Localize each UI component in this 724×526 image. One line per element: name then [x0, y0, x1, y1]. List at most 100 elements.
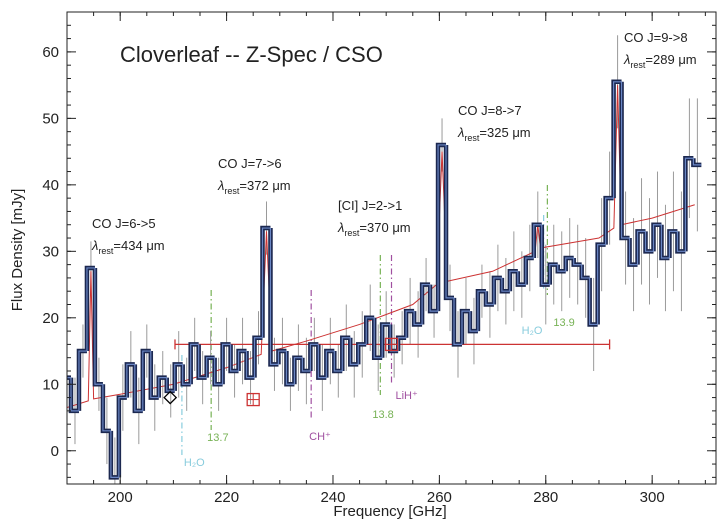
chart-title: Cloverleaf -- Z-Spec / CSO: [120, 42, 383, 67]
spectrum-step: [222, 343, 231, 385]
spectrum-step: [190, 343, 199, 385]
spectrum-step: [126, 363, 135, 398]
line-wavelength: λrest=289 μm: [623, 52, 697, 70]
spectrum-step: [469, 311, 478, 332]
line-wavelength: λrest=325 μm: [457, 125, 531, 143]
spectrum-step: [269, 228, 279, 365]
spectrum-step: [692, 158, 702, 166]
spectrum-step: [533, 224, 542, 258]
spectrum-step: [501, 277, 510, 292]
spectrum-step: [509, 270, 518, 292]
spectrum-step: [166, 377, 175, 392]
plot-area: [67, 35, 702, 484]
spectrum-step: [357, 343, 367, 365]
spectrum-step: [229, 344, 239, 372]
x-tick-label: 200: [108, 489, 133, 506]
lambda-subscript: rest: [224, 186, 240, 196]
spectrum-step: [182, 364, 191, 385]
y-tick-label: 0: [51, 443, 59, 460]
spectrum-step: [198, 344, 207, 379]
spectrum-step: [293, 357, 303, 385]
x-tick-label: 260: [427, 489, 452, 506]
x-tick-label: 220: [214, 489, 239, 506]
spectrum-step: [253, 337, 263, 378]
line-wavelength: λrest=434 μm: [91, 238, 165, 256]
line-label: CO J=6->5: [92, 216, 156, 231]
spectrum-step: [445, 144, 455, 299]
spectrum-step: [557, 264, 566, 272]
line-label: CO J=7->6: [218, 156, 282, 171]
spectrum-step: [589, 277, 598, 326]
x-axis-label: Frequency [GHz]: [333, 503, 446, 520]
lambda-value: =434 μm: [113, 238, 164, 253]
spectrum-step: [612, 81, 622, 199]
marker-label: 13.9: [553, 317, 574, 329]
spectrum-step: [237, 350, 247, 371]
spectrum-step: [341, 337, 351, 371]
lambda-subscript: rest: [464, 133, 480, 143]
spectrum-step: [453, 297, 462, 345]
spectrum-step: [525, 257, 534, 285]
spectrum-step: [349, 337, 359, 365]
point-diamond: [163, 390, 178, 405]
spectrum-step: [118, 396, 127, 478]
y-tick-label: 60: [42, 44, 59, 61]
marker-label: 13.8: [372, 409, 393, 421]
lambda-symbol: λ: [91, 238, 98, 253]
spectrum-step: [660, 224, 670, 259]
spectrum-step: [134, 364, 143, 412]
spectrum-step: [485, 291, 494, 306]
spectrum-step: [102, 384, 111, 432]
spectrum-step: [421, 283, 431, 325]
lambda-subscript: rest: [630, 60, 646, 70]
spectrum-step: [317, 344, 327, 379]
spectrum-step: [86, 267, 95, 352]
spectrum-step: [110, 430, 119, 478]
spectrum-step: [277, 350, 287, 365]
spectrum-step: [620, 81, 630, 239]
spectrum-step: [668, 230, 678, 258]
line-label: [CI] J=2->1: [338, 198, 402, 213]
spectrum-step: [365, 317, 375, 345]
marker-label: 13.7: [207, 432, 228, 444]
spectrum-step: [541, 224, 550, 286]
line-label: CO J=9->8: [624, 30, 688, 45]
spectrum-step: [676, 231, 686, 252]
spectrum-step: [174, 363, 183, 391]
lambda-subscript: rest: [98, 246, 114, 256]
spectrum-step: [78, 350, 87, 411]
lambda-subscript: rest: [344, 228, 360, 238]
spectrum-step: [158, 377, 167, 398]
spectrum-step: [684, 157, 694, 252]
spectrum-step: [206, 357, 215, 378]
plot-frame: [66, 11, 717, 485]
spectrum-step: [309, 343, 319, 371]
marker-label: LiH⁺: [396, 390, 419, 402]
line-wavelength: λrest=370 μm: [337, 220, 411, 238]
lambda-value: =289 μm: [645, 52, 696, 67]
spectrum-step: [652, 224, 662, 252]
marker-label: CH⁺: [309, 431, 331, 443]
spectrum-step: [437, 144, 447, 312]
lambda-symbol: λ: [337, 220, 344, 235]
spectrum-step: [461, 310, 470, 345]
x-tick-label: 300: [640, 489, 665, 506]
line-label: CO J=8->7: [458, 103, 522, 118]
x-tick-label: 240: [320, 489, 345, 506]
lambda-symbol: λ: [217, 178, 224, 193]
spectrum-step: [413, 311, 423, 326]
spectrum-step: [493, 277, 502, 305]
lambda-value: =325 μm: [479, 125, 530, 140]
spectrum-step: [605, 197, 614, 245]
marker-label: H₂O: [184, 457, 205, 469]
spectrum-step: [405, 310, 415, 338]
y-tick-label: 20: [42, 310, 59, 327]
y-tick-label: 30: [42, 243, 59, 260]
spectrum-step: [301, 357, 311, 372]
spectrum-step: [429, 284, 439, 312]
spectrum-step: [381, 323, 391, 358]
spectrum-step: [644, 231, 654, 252]
x-tick-label: 280: [533, 489, 558, 506]
lambda-symbol: λ: [623, 52, 630, 67]
y-axis-label: Flux Density [mJy]: [9, 189, 26, 312]
